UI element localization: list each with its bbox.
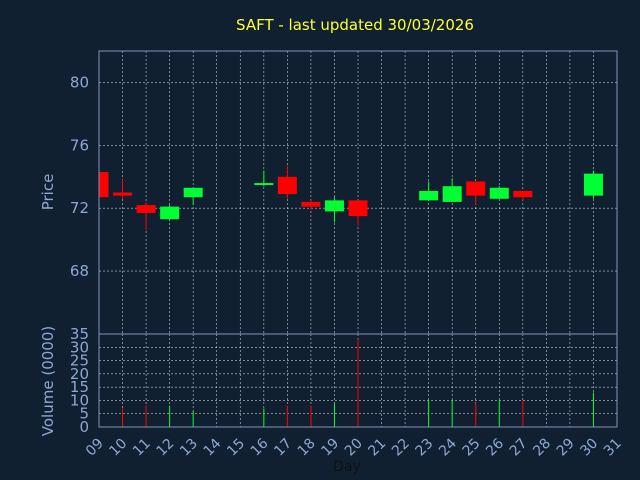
price-panel: 68 72 76 80 — [70, 50, 618, 335]
candle-body — [513, 190, 533, 198]
price-tick-label: 76 — [70, 136, 89, 154]
candle-body — [442, 186, 462, 202]
price-tick-label: 68 — [70, 262, 89, 280]
candle-body — [277, 176, 297, 195]
volume-tick-label: 15 — [70, 378, 89, 396]
volume-tick-label: 10 — [70, 391, 89, 409]
candle-body — [113, 192, 133, 196]
volume-tick-label: 0 — [79, 418, 89, 436]
volume-tick-label: 5 — [79, 405, 89, 423]
candle-body — [99, 172, 109, 198]
price-axis-label: Price — [39, 174, 57, 211]
volume-tick-label: 30 — [70, 338, 89, 356]
price-tick-label: 80 — [70, 73, 89, 91]
volume-frame — [98, 333, 618, 428]
candle-body — [583, 173, 603, 196]
candle-body — [160, 206, 180, 220]
chart-title: SAFT - last updated 30/03/2026 — [236, 16, 474, 34]
candle-body — [324, 200, 344, 212]
x-axis-label: Day — [333, 459, 361, 475]
volume-tick-label: 20 — [70, 365, 89, 383]
volume-axis-label: Volume (0000) — [39, 326, 57, 436]
candle-body — [301, 201, 321, 207]
volume-tick-label: 25 — [70, 352, 89, 370]
volume-tick-label: 35 — [70, 325, 89, 343]
candle-body — [136, 205, 156, 213]
candle-body — [489, 187, 509, 199]
candle-body — [348, 200, 368, 217]
price-tick-label: 72 — [70, 199, 89, 217]
candle-body — [419, 190, 439, 201]
candle-body — [254, 183, 274, 186]
candle-body — [466, 181, 486, 196]
x-axis: 09 10 11 12 13 14 15 16 17 18 19 20 21 22 23 24 25 26 27 28… — [83, 435, 625, 459]
candle-body — [183, 187, 203, 198]
